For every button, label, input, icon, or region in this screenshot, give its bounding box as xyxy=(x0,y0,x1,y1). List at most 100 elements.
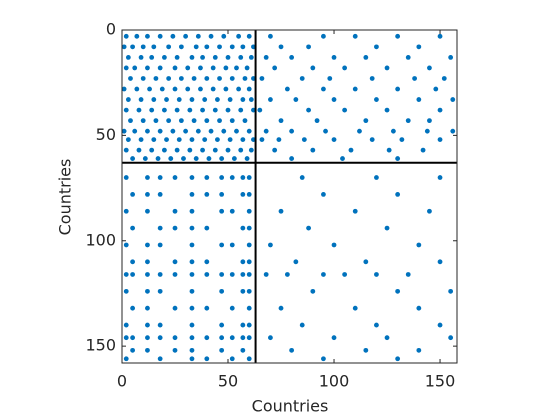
nonzero-dot xyxy=(399,137,405,142)
nonzero-dot xyxy=(268,335,273,341)
nonzero-dot xyxy=(153,76,159,81)
nonzero-dot xyxy=(293,97,299,102)
nonzero-dot xyxy=(246,33,252,39)
nonzero-dot xyxy=(433,86,439,92)
nonzero-dot xyxy=(246,335,252,341)
nonzero-dot xyxy=(225,147,231,153)
nonzero-dot xyxy=(321,356,326,362)
nonzero-dot xyxy=(363,259,369,265)
nonzero-dot xyxy=(166,44,172,50)
nonzero-dot xyxy=(246,272,252,277)
nonzero-dot xyxy=(246,288,252,294)
nonzero-dot xyxy=(130,335,136,341)
nonzero-dot xyxy=(145,305,150,311)
nonzero-dot xyxy=(123,288,129,294)
nonzero-dot xyxy=(189,175,195,180)
nonzero-dot xyxy=(427,65,432,71)
nonzero-dot xyxy=(231,156,237,161)
x-axis-label: Countries xyxy=(252,397,329,416)
nonzero-dot xyxy=(121,128,127,134)
nonzero-dot xyxy=(145,272,150,277)
nonzero-dot xyxy=(189,242,195,248)
nonzero-dot xyxy=(145,335,150,341)
nonzero-dot xyxy=(441,76,447,81)
nonzero-dot xyxy=(210,86,216,92)
nonzero-dot xyxy=(198,65,203,71)
nonzero-dot xyxy=(195,128,201,134)
nonzero-dot xyxy=(289,156,295,161)
nonzero-dot xyxy=(145,259,150,265)
nonzero-dot xyxy=(244,156,250,161)
nonzero-dot xyxy=(219,191,225,197)
nonzero-dot xyxy=(178,76,184,81)
nonzero-dot xyxy=(259,137,265,142)
nonzero-dot xyxy=(374,175,379,180)
nonzero-dot xyxy=(162,147,167,153)
nonzero-dot xyxy=(246,305,252,311)
nonzero-dot xyxy=(219,156,225,161)
nonzero-dot xyxy=(259,76,265,81)
nonzero-dot xyxy=(240,191,246,197)
nonzero-dot xyxy=(176,97,182,102)
nonzero-dot xyxy=(234,65,239,71)
nonzero-dot xyxy=(246,86,252,92)
nonzero-dot xyxy=(225,107,231,113)
nonzero-dot xyxy=(306,44,311,50)
nonzero-dot xyxy=(278,305,284,311)
nonzero-dot xyxy=(374,272,379,277)
nonzero-dot xyxy=(342,65,348,71)
nonzero-dot xyxy=(437,107,443,113)
nonzero-dot xyxy=(151,44,157,50)
nonzero-dot xyxy=(369,137,375,142)
nonzero-dot xyxy=(240,347,246,353)
nonzero-dot xyxy=(145,175,150,180)
nonzero-dot xyxy=(299,322,305,328)
nonzero-dot xyxy=(204,259,210,265)
nonzero-dot xyxy=(140,118,146,124)
nonzero-dot xyxy=(240,44,246,50)
nonzero-dot xyxy=(246,322,252,328)
nonzero-dot xyxy=(348,147,354,153)
nonzero-dot xyxy=(310,147,316,153)
nonzero-dot xyxy=(189,208,195,214)
nonzero-dot xyxy=(174,54,180,60)
nonzero-dot xyxy=(246,128,252,134)
nonzero-dot xyxy=(217,44,222,50)
nonzero-dot xyxy=(225,54,231,60)
nonzero-dot xyxy=(278,208,284,214)
nonzero-dot xyxy=(204,118,210,124)
nonzero-dot xyxy=(204,175,210,180)
nonzero-dot xyxy=(200,54,205,60)
nonzero-dot xyxy=(125,54,131,60)
nonzero-dot xyxy=(427,118,432,124)
nonzero-dot xyxy=(157,191,163,197)
nonzero-dot xyxy=(246,225,252,231)
nonzero-dot xyxy=(374,97,379,102)
nonzero-dot xyxy=(257,107,263,113)
nonzero-dot xyxy=(172,225,178,231)
nonzero-dot xyxy=(210,65,216,71)
nonzero-dot xyxy=(136,107,142,113)
nonzero-dot xyxy=(130,225,136,231)
nonzero-dot xyxy=(162,54,167,60)
nonzero-dot xyxy=(246,356,252,362)
nonzero-dot xyxy=(204,335,210,341)
nonzero-dot xyxy=(229,118,235,124)
nonzero-dot xyxy=(128,118,133,124)
nonzero-dot xyxy=(420,147,426,153)
nonzero-dot xyxy=(157,242,163,248)
nonzero-dot xyxy=(130,305,136,311)
nonzero-dot xyxy=(369,76,375,81)
nonzero-dot xyxy=(212,107,218,113)
nonzero-dot xyxy=(448,54,454,60)
nonzero-dot xyxy=(178,118,184,124)
nonzero-dot xyxy=(227,97,233,102)
nonzero-dot xyxy=(263,128,269,134)
nonzero-dot xyxy=(437,175,443,180)
nonzero-dot xyxy=(123,242,129,248)
y-tick-label: 50 xyxy=(96,125,116,144)
nonzero-dot xyxy=(240,288,246,294)
nonzero-dot xyxy=(395,156,401,161)
nonzero-dot xyxy=(193,156,199,161)
nonzero-dot xyxy=(123,33,129,39)
